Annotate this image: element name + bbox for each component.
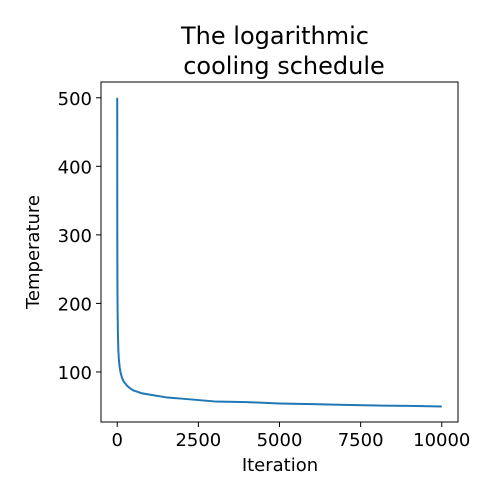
chart-title-line-1: The logarithmic: [180, 22, 369, 50]
y-tick-label: 400: [58, 157, 92, 178]
y-tick-label: 500: [58, 89, 92, 110]
series-layer: [116, 97, 442, 408]
y-tick-label: 200: [58, 294, 92, 315]
x-tick-label: 2500: [175, 430, 221, 451]
x-tick-label: 7500: [338, 430, 384, 451]
temperature-series-line: [116, 97, 442, 408]
y-tick-label: 100: [58, 363, 92, 384]
x-tick-label: 0: [112, 430, 123, 451]
plot-frame: [100, 81, 459, 423]
x-tick-label: 5000: [257, 430, 303, 451]
x-axis-label: Iteration: [242, 455, 318, 476]
y-tick-label: 300: [58, 226, 92, 247]
y-axis-ticks: 100 200 300 400 500: [58, 89, 101, 384]
x-axis-ticks: 0 2500 5000 7500 10000: [112, 422, 470, 451]
y-axis-label: Temperature: [23, 195, 44, 310]
x-tick-label: 10000: [413, 430, 470, 451]
chart-title-line-2: cooling schedule: [183, 52, 385, 80]
